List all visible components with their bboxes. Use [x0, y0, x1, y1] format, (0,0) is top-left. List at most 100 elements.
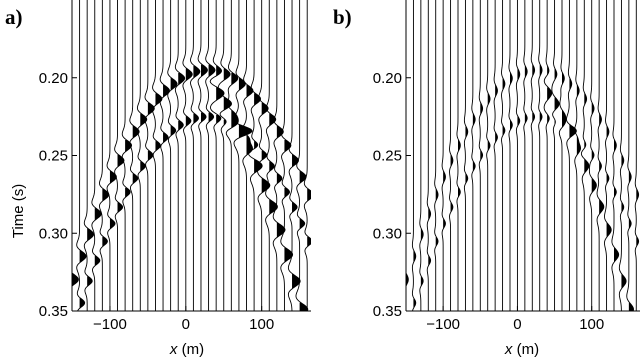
- panel-b-trace: [449, 0, 454, 311]
- panel-a-trace-fill: [178, 72, 185, 132]
- panel-a-trace-fill: [87, 228, 94, 288]
- panel-a-trace: [272, 0, 286, 311]
- panel-a-xtick-label: 0: [182, 316, 190, 333]
- panel-a-trace: [91, 0, 102, 311]
- panel-a: a) Time (s) x (m) 0.20 0.25 0.30 0.35 −100 0 1…: [5, 0, 311, 358]
- panel-b-xlabel-unit: (m): [512, 341, 539, 358]
- panel-b-trace: [419, 0, 424, 311]
- panel-a-trace: [99, 0, 110, 311]
- panel-a-trace: [205, 0, 216, 311]
- panel-b-trace: [493, 0, 498, 311]
- panel-b-trace-fill: [621, 154, 627, 290]
- panel-a-trace-fill: [223, 68, 232, 126]
- panel-b-traces: [406, 0, 640, 311]
- panel-a-trace: [217, 0, 233, 311]
- panel-a-trace-fill: [132, 125, 140, 185]
- panel-b-trace: [501, 0, 506, 311]
- panel-b-trace: [456, 0, 461, 311]
- panel-a-trace-fill: [193, 65, 200, 125]
- panel-a-trace-fill: [231, 72, 239, 128]
- panel-b-trace: [596, 0, 605, 311]
- panel-a-ytick-label: 0.30: [39, 225, 68, 242]
- panel-a-trace: [121, 0, 132, 311]
- panel-b-xlabel: x (m): [504, 341, 539, 358]
- panel-a-trace: [295, 0, 309, 311]
- panel-a-trace-fill: [216, 65, 225, 125]
- panel-b-ytick-label: 0.35: [373, 303, 402, 320]
- panel-a-trace-fill: [185, 68, 193, 127]
- panel-a-xtick-label: −100: [93, 316, 127, 333]
- panel-a-trace-fill: [299, 171, 308, 311]
- panel-b-trace: [411, 0, 417, 311]
- panel-b-ytick-label: 0.20: [373, 70, 402, 87]
- panel-b-trace: [634, 0, 640, 311]
- panel-b-trace: [441, 0, 446, 311]
- panel-a-ytick-label: 0.35: [39, 303, 68, 320]
- panel-a-trace-fill: [140, 113, 147, 173]
- panel-a-trace: [303, 0, 311, 311]
- panel-a-xlabel-unit: (m): [177, 341, 204, 358]
- panel-a-trace-fill: [102, 188, 109, 248]
- panel-a-trace: [83, 0, 95, 311]
- panel-b-trace: [508, 0, 513, 311]
- panel-a-trace: [287, 0, 301, 311]
- panel-a-trace-fill: [254, 93, 263, 174]
- panel-b-xtick-label: −100: [426, 316, 460, 333]
- panel-a-trace: [280, 0, 294, 311]
- panel-b-xtick-label: 100: [579, 316, 604, 333]
- panel-a-trace: [152, 0, 163, 311]
- panel-b-trace-fill: [569, 77, 577, 139]
- panel-b-trace: [426, 0, 432, 311]
- panel-b-trace: [515, 0, 521, 311]
- panel-b-trace: [538, 0, 543, 311]
- panel-b-xtick-label: 0: [513, 316, 521, 333]
- panel-a-trace-fill: [246, 84, 253, 156]
- panel-a-xlabel-var: x: [169, 341, 178, 358]
- panel-b-trace: [471, 0, 476, 311]
- panel-b-trace: [530, 0, 536, 311]
- panel-a-trace: [265, 0, 278, 311]
- panel-b-trace-fill: [554, 68, 560, 126]
- panel-a-trace-fill: [170, 77, 178, 137]
- panel-a-trace: [241, 0, 254, 311]
- panel-a-trace-fill: [276, 125, 286, 239]
- panel-b-trace: [588, 0, 597, 311]
- panel-a-traces: [72, 0, 311, 311]
- panel-a-trace-fill: [200, 64, 208, 124]
- panel-a-trace: [225, 0, 239, 311]
- panel-a-trace-fill: [307, 188, 311, 248]
- panel-a-trace-fill: [125, 139, 132, 199]
- panel-b-trace: [478, 0, 484, 311]
- panel-a-trace-fill: [79, 250, 87, 309]
- panel-a-trace: [232, 0, 253, 311]
- panel-a-trace-fill: [208, 64, 216, 124]
- panel-b-xlabel-var: x: [504, 341, 513, 358]
- panel-b-trace: [604, 0, 612, 311]
- panel-a-letter: a): [5, 5, 23, 29]
- panel-b-trace: [523, 0, 528, 311]
- panel-a-trace: [129, 0, 140, 311]
- panel-b-trace-fill: [614, 139, 619, 264]
- panel-b-trace: [580, 0, 590, 311]
- panel-b-letter: b): [333, 5, 352, 29]
- panel-a-trace: [190, 0, 201, 311]
- panel-b-trace: [574, 0, 582, 311]
- panel-a-ylabel: Time (s): [10, 184, 27, 238]
- panel-b-trace-fill: [562, 72, 566, 128]
- panel-b-trace-fill: [628, 171, 634, 311]
- panel-a-xtick-label: 100: [249, 316, 274, 333]
- panel-a-trace-fill: [147, 102, 155, 162]
- panel-b-ytick-label: 0.25: [373, 148, 402, 165]
- panel-a-trace: [114, 0, 125, 311]
- panel-a-trace: [248, 0, 263, 311]
- panel-a-trace: [174, 0, 186, 311]
- panel-b-trace: [618, 0, 627, 311]
- panel-a-trace: [106, 0, 117, 311]
- panel-b-trace: [486, 0, 491, 311]
- panel-b-trace: [543, 0, 553, 311]
- panel-b-trace: [463, 0, 469, 311]
- panel-b-trace: [434, 0, 439, 311]
- panel-a-trace-fill: [94, 208, 102, 267]
- panel-a-trace: [167, 0, 178, 311]
